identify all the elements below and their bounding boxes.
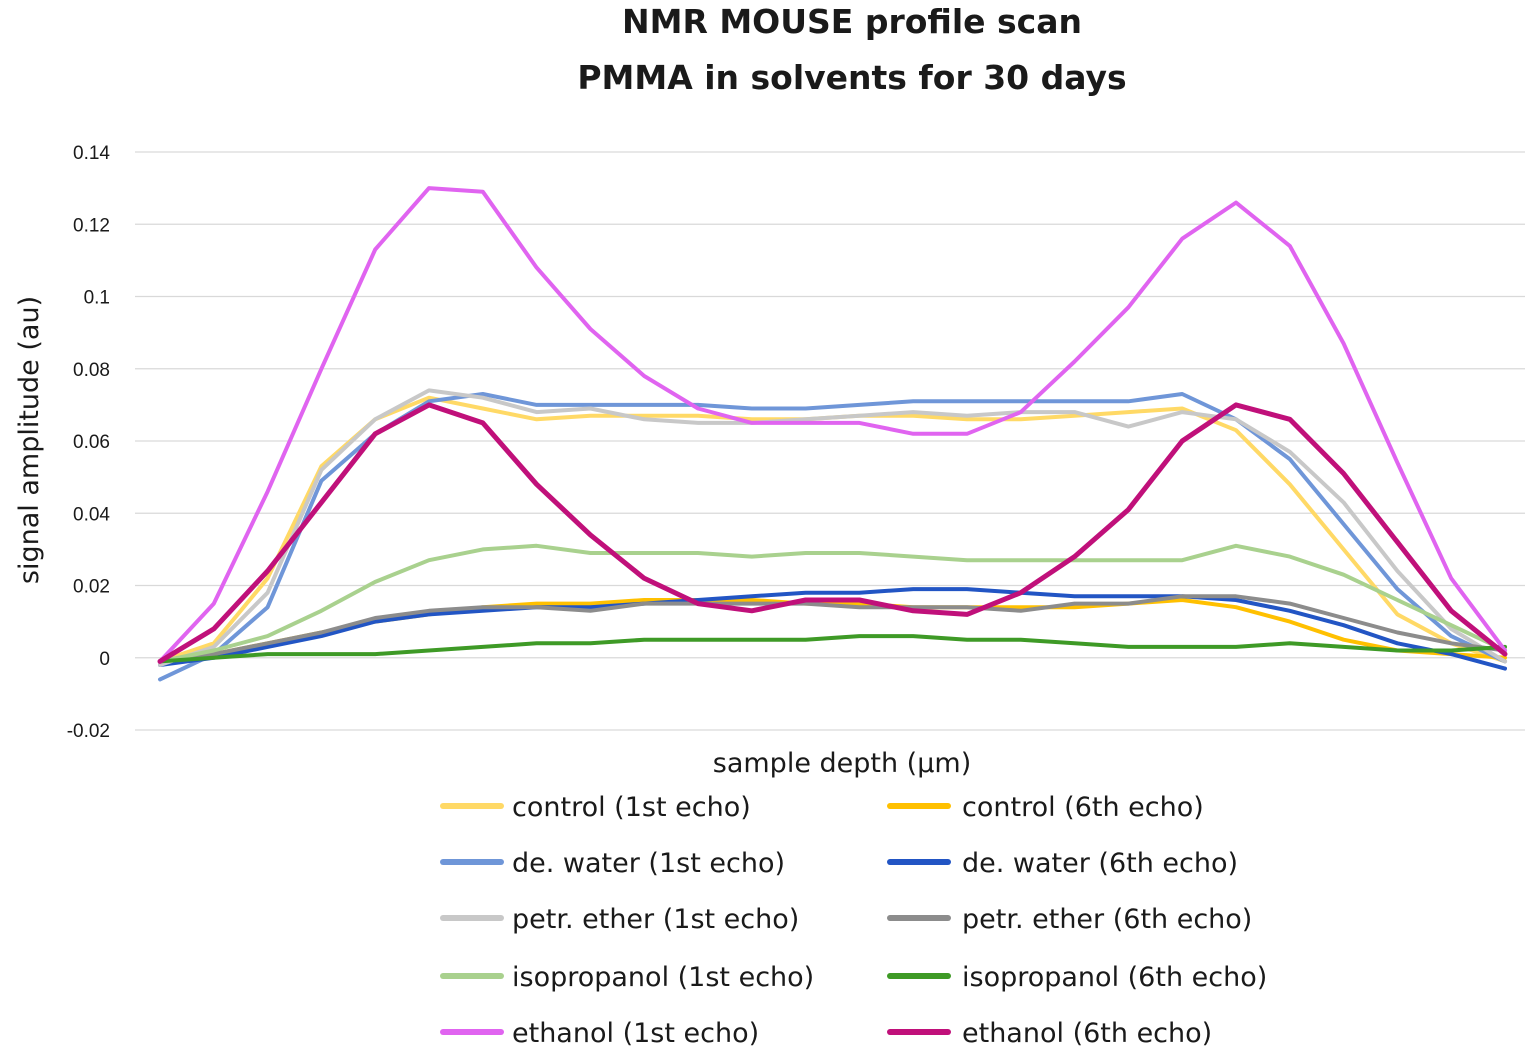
legend-item-de-water-6th-echo: de. water (6th echo) — [887, 848, 1238, 879]
y-tick-label: 0.08 — [73, 360, 110, 381]
y-tick-label: 0.02 — [73, 577, 110, 598]
chart-title-line-2: PMMA in solvents for 30 days — [577, 58, 1126, 97]
legend-item-control-1st-echo: control (1st echo) — [440, 792, 751, 823]
legend-label: ethanol (1st echo) — [512, 1018, 759, 1049]
series-line-ethanol-6th-echo — [157, 402, 1508, 664]
series-line-de-water-6th-echo — [158, 587, 1507, 671]
legend-label: ethanol (6th echo) — [962, 1018, 1212, 1049]
legend-item-isopropanol-6th-echo: isopropanol (6th echo) — [887, 962, 1267, 993]
legend-label: petr. ether (6th echo) — [962, 904, 1252, 935]
y-axis-label: signal amplitude (au) — [14, 296, 45, 584]
legend-item-ethanol-6th-echo: ethanol (6th echo) — [887, 1018, 1212, 1049]
series-line-petr-ether-6th-echo — [158, 594, 1507, 664]
legend-label: de. water (6th echo) — [962, 848, 1238, 879]
legend-label: isopropanol (6th echo) — [962, 962, 1267, 993]
y-tick-label: 0.06 — [73, 432, 110, 453]
legend-label: isopropanol (1st echo) — [512, 962, 814, 993]
legend-item-de-water-1st-echo: de. water (1st echo) — [440, 848, 785, 879]
legend-item-petr-ether-6th-echo: petr. ether (6th echo) — [887, 904, 1252, 935]
legend-label: de. water (1st echo) — [512, 848, 785, 879]
x-axis-label: sample depth (μm) — [713, 748, 971, 779]
series-line-petr-ether-1st-echo — [158, 388, 1507, 667]
y-axis-ticks: 0.14 0.12 0.1 0.08 0.06 0.04 0.02 0 -0.02 — [67, 143, 111, 742]
series-line-ethanol-1st-echo — [158, 186, 1507, 664]
legend-item-isopropanol-1st-echo: isopropanol (1st echo) — [440, 962, 814, 993]
y-tick-label: 0 — [99, 649, 110, 670]
y-tick-label: 0.04 — [73, 504, 110, 525]
legend-label: control (6th echo) — [962, 792, 1204, 823]
y-tick-label: 0.1 — [84, 288, 110, 309]
legend: control (1st echo) control (6th echo) de. … — [440, 792, 1267, 1049]
plot-area — [157, 186, 1508, 682]
y-tick-label: 0.12 — [73, 215, 110, 236]
legend-item-ethanol-1st-echo: ethanol (1st echo) — [440, 1018, 759, 1049]
chart-title-line-1: NMR MOUSE profile scan — [622, 2, 1082, 41]
legend-item-petr-ether-1st-echo: petr. ether (1st echo) — [440, 904, 799, 935]
legend-label: control (1st echo) — [512, 792, 751, 823]
legend-item-control-6th-echo: control (6th echo) — [887, 792, 1204, 823]
y-tick-label: -0.02 — [67, 721, 110, 742]
series-line-isopropanol-1st-echo — [158, 543, 1507, 664]
legend-label: petr. ether (1st echo) — [512, 904, 799, 935]
series-line-isopropanol-6th-echo — [158, 634, 1507, 664]
y-tick-label: 0.14 — [73, 143, 110, 164]
